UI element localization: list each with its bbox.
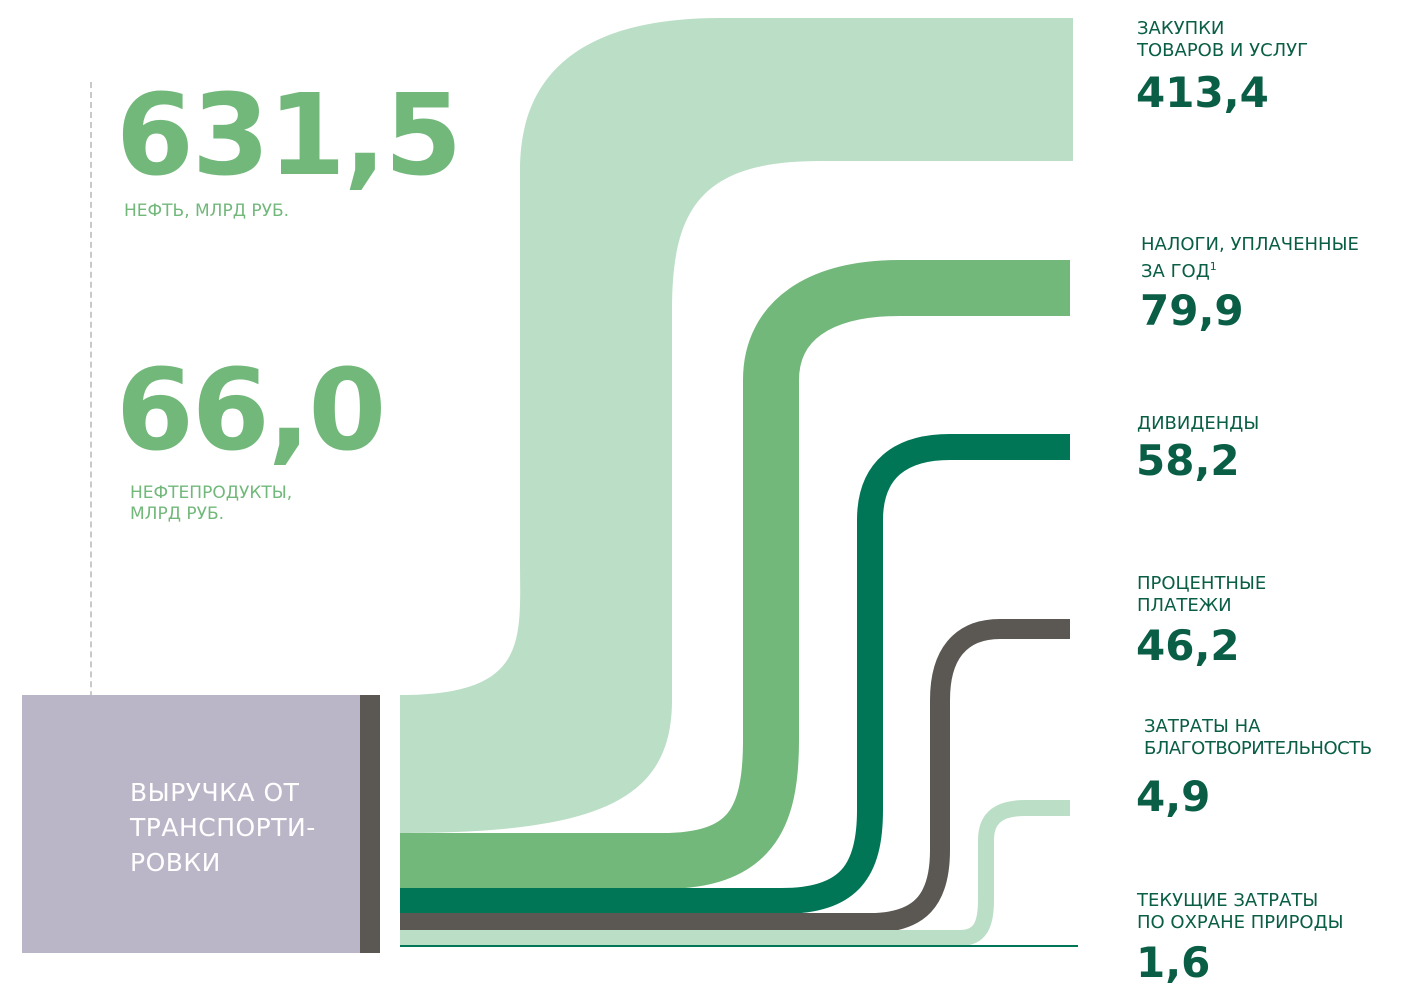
output-label-line: ЗА ГОД1 <box>1141 256 1359 283</box>
output-label-line: ЗАКУПКИ <box>1137 18 1225 39</box>
oil-caption-line: НЕФТЬ, МЛРД РУБ. <box>124 201 290 221</box>
revenue-label-line: ВЫРУЧКА ОТ <box>130 778 300 807</box>
output-label-line: ПО ОХРАНЕ ПРИРОДЫ <box>1137 912 1344 933</box>
flow-purchases <box>400 18 1073 833</box>
flow-taxes <box>400 260 1070 889</box>
output-interest-label: ПРОЦЕНТНЫЕ ПЛАТЕЖИ <box>1137 573 1266 617</box>
revenue-label-line: РОВКИ <box>130 848 221 877</box>
output-label-line: ДИВИДЕНДЫ <box>1137 413 1260 434</box>
revenue-block <box>22 695 360 953</box>
revenue-label-line: ТРАНСПОРТИ- <box>130 813 316 842</box>
oil-caption: НЕФТЬ, МЛРД РУБ. <box>124 201 289 222</box>
output-purchases-label: ЗАКУПКИ ТОВАРОВ И УСЛУГ <box>1137 18 1308 62</box>
output-dividends-label: ДИВИДЕНДЫ <box>1137 413 1259 435</box>
output-taxes-value: 79,9 <box>1140 286 1244 335</box>
output-label-line: НАЛОГИ, УПЛАЧЕННЫЕ <box>1141 234 1359 255</box>
output-label-line: ТЕКУЩИЕ ЗАТРАТЫ <box>1137 890 1319 911</box>
oil-value: 631,5 <box>116 71 462 201</box>
output-environment-value: 1,6 <box>1136 938 1211 987</box>
flow-charity <box>400 800 1070 946</box>
output-label-text: ЗА ГОД <box>1141 261 1210 282</box>
output-label-line: ЗАТРАТЫ НА <box>1144 716 1261 737</box>
oil-products-caption-line: НЕФТЕПРОДУКТЫ, <box>130 483 293 503</box>
output-environment-label: ТЕКУЩИЕ ЗАТРАТЫ ПО ОХРАНЕ ПРИРОДЫ <box>1137 890 1344 934</box>
oil-products-caption: НЕФТЕПРОДУКТЫ, МЛРД РУБ. <box>130 483 292 525</box>
output-charity-value: 4,9 <box>1136 772 1211 821</box>
output-label-line: ПРОЦЕНТНЫЕ <box>1137 573 1267 594</box>
flow-dividends <box>400 434 1070 914</box>
output-label-line: ПЛАТЕЖИ <box>1137 595 1232 616</box>
dashed-guide-line <box>90 82 92 947</box>
output-dividends-value: 58,2 <box>1136 436 1240 485</box>
output-label-line: ТОВАРОВ И УСЛУГ <box>1137 40 1309 61</box>
flow-interest <box>400 619 1070 933</box>
oil-products-value: 66,0 <box>116 346 386 476</box>
footnote-marker: 1 <box>1209 260 1217 273</box>
oil-products-caption-line: МЛРД РУБ. <box>130 504 225 524</box>
output-interest-value: 46,2 <box>1136 621 1240 670</box>
output-label-line: БЛАГОТВОРИТЕЛЬНОСТЬ <box>1144 738 1372 759</box>
output-charity-label: ЗАТРАТЫ НА БЛАГОТВОРИТЕЛЬНОСТЬ <box>1144 716 1406 760</box>
revenue-label: ВЫРУЧКА ОТ ТРАНСПОРТИ- РОВКИ <box>130 775 350 880</box>
output-purchases-value: 413,4 <box>1136 68 1269 117</box>
revenue-bar <box>360 695 380 953</box>
output-taxes-label: НАЛОГИ, УПЛАЧЕННЫЕ ЗА ГОД1 <box>1141 234 1359 283</box>
